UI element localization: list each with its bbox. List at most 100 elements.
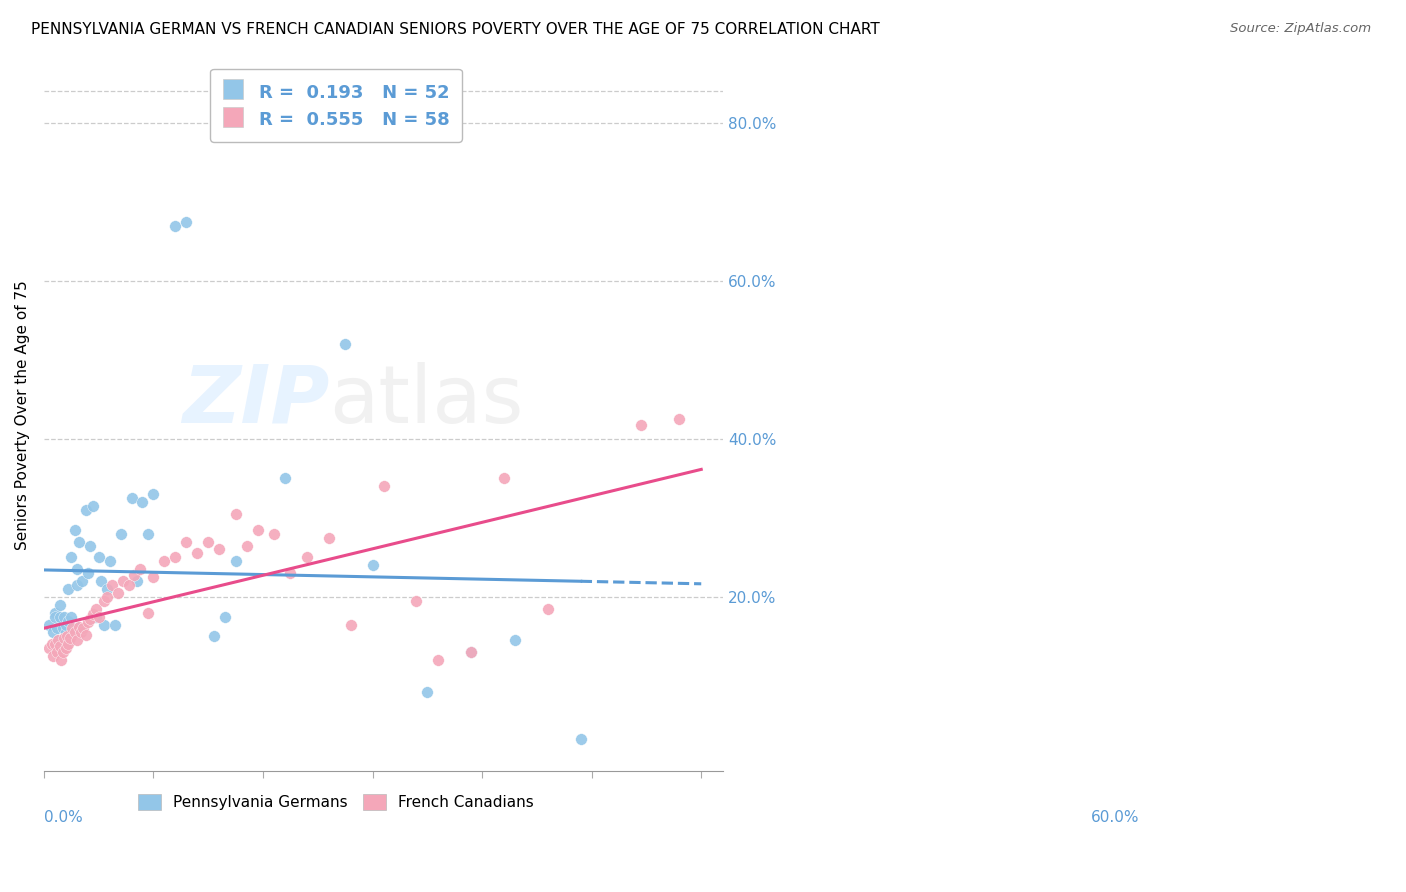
Point [202, 629, 225, 643]
Point [405, 594, 427, 608]
Point [492, 471, 515, 485]
Point [56, 629, 79, 643]
Point [93, 617, 115, 632]
Point [86, 609, 108, 624]
Point [87, 609, 110, 624]
Point [38, 617, 60, 632]
Point [125, 574, 148, 588]
Point [136, 526, 159, 541]
Point [214, 609, 236, 624]
Point [416, 684, 439, 698]
Point [101, 578, 124, 592]
Point [295, 550, 318, 565]
Point [70, 574, 93, 588]
Point [225, 554, 247, 568]
Text: 60.0%: 60.0% [1091, 810, 1139, 825]
Point [55, 625, 77, 640]
Point [246, 523, 269, 537]
Point [46, 633, 69, 648]
Point [118, 578, 141, 592]
Point [630, 417, 652, 432]
Point [38, 641, 60, 656]
Point [142, 487, 165, 501]
Point [52, 609, 75, 624]
Point [335, 337, 357, 351]
Point [274, 471, 297, 485]
Point [60, 609, 83, 624]
Point [55, 617, 77, 632]
Point [41, 637, 63, 651]
Point [121, 491, 143, 505]
Point [263, 526, 285, 541]
Point [208, 542, 231, 557]
Point [668, 412, 690, 426]
Point [56, 637, 79, 651]
Point [569, 732, 592, 747]
Point [111, 574, 134, 588]
Point [51, 653, 73, 667]
Text: PENNSYLVANIA GERMAN VS FRENCH CANADIAN SENIORS POVERTY OVER THE AGE OF 75 CORREL: PENNSYLVANIA GERMAN VS FRENCH CANADIAN S… [31, 22, 880, 37]
Point [86, 601, 108, 615]
Point [49, 639, 72, 653]
Point [66, 622, 89, 636]
Point [60, 622, 83, 636]
Text: ZIP: ZIP [181, 362, 329, 440]
Point [82, 607, 104, 622]
Point [67, 620, 90, 634]
Point [44, 637, 66, 651]
Point [503, 633, 526, 648]
Point [66, 578, 89, 592]
Point [82, 499, 104, 513]
Point [460, 645, 482, 659]
Point [76, 615, 98, 629]
Point [318, 531, 340, 545]
Point [129, 562, 152, 576]
Point [60, 550, 83, 565]
Point [41, 649, 63, 664]
Text: Source: ZipAtlas.com: Source: ZipAtlas.com [1230, 22, 1371, 36]
Point [98, 554, 121, 568]
Point [51, 637, 73, 651]
Point [66, 562, 89, 576]
Point [373, 479, 395, 493]
Point [56, 582, 79, 596]
Point [90, 574, 112, 588]
Point [165, 550, 187, 565]
Point [55, 641, 77, 656]
Point [136, 606, 159, 620]
Point [66, 633, 89, 648]
Point [41, 625, 63, 640]
Point [225, 507, 247, 521]
Point [70, 625, 93, 640]
Point [49, 609, 72, 624]
Point [44, 606, 66, 620]
Point [280, 566, 302, 581]
Point [56, 614, 79, 628]
Y-axis label: Seniors Poverty Over the Age of 75: Seniors Poverty Over the Age of 75 [15, 280, 30, 550]
Point [96, 590, 118, 604]
Point [51, 622, 73, 636]
Text: atlas: atlas [329, 362, 523, 440]
Point [79, 539, 101, 553]
Point [537, 601, 560, 615]
Point [46, 645, 69, 659]
Point [49, 598, 72, 612]
Point [87, 550, 110, 565]
Point [44, 609, 66, 624]
Point [63, 625, 86, 640]
Point [67, 534, 90, 549]
Point [96, 582, 118, 596]
Point [76, 566, 98, 581]
Point [110, 526, 132, 541]
Point [93, 594, 115, 608]
Point [427, 653, 450, 667]
Point [75, 503, 97, 517]
Point [52, 631, 75, 645]
Point [122, 567, 145, 582]
Point [186, 546, 208, 560]
Point [460, 645, 482, 659]
Point [75, 628, 97, 642]
Point [51, 645, 73, 659]
Point [46, 622, 69, 636]
Point [165, 219, 187, 233]
